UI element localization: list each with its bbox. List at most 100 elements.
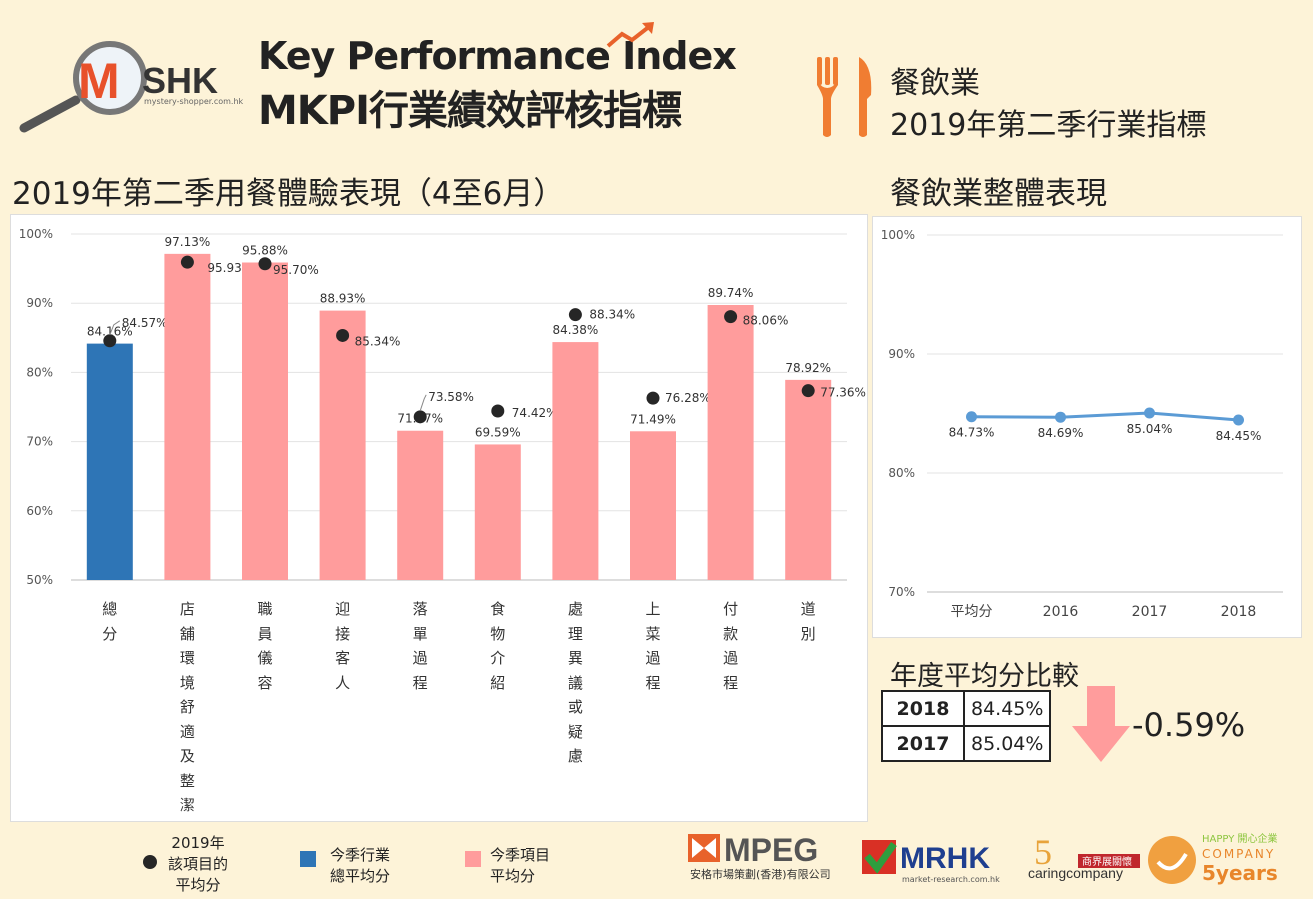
y-tick-label: 50% (26, 573, 53, 587)
x-category-label: 落單過程 (412, 600, 428, 692)
svg-text:caringcompany: caringcompany (1028, 865, 1123, 881)
point-value-label: 85.04% (1127, 422, 1173, 436)
diff-value: -0.59% (1132, 706, 1246, 744)
main-chart-title: 2019年第二季用餐體驗表現（4至6月） (12, 176, 565, 212)
avg-dot (568, 308, 582, 322)
kpi-title-en: Key Performance Index (258, 34, 737, 78)
mrhk-logo: MRHK market-research.com.hk (862, 840, 1000, 884)
x-category-label: 職員儀容 (257, 600, 273, 692)
y-tick-label: 60% (26, 504, 53, 518)
sponsor-logos: MPEG 安格市場策劃(香港)有限公司 MRHK market-research… (688, 832, 1278, 885)
leader-line (419, 394, 427, 411)
svg-text:mystery-shopper.com.hk: mystery-shopper.com.hk (144, 97, 244, 106)
legend-blue-swatch (300, 851, 316, 867)
bar-value-label: 97.13% (165, 235, 211, 249)
arrow-down-icon (1072, 686, 1130, 762)
dot-value-label: 85.34% (355, 334, 401, 348)
bar (552, 342, 599, 580)
svg-text:商界展關懷: 商界展關懷 (1082, 855, 1132, 868)
legend-pink-swatch (465, 851, 481, 867)
value-cell: 85.04% (962, 725, 1052, 762)
bar (707, 304, 754, 580)
industry-period: 2019年第二季行業指標 (890, 108, 1207, 143)
bar-value-label: 84.16% (87, 325, 133, 339)
y-tick-label: 100% (881, 228, 915, 242)
y-tick-label: 90% (888, 347, 915, 361)
x-category-label: 食物介紹 (490, 600, 506, 692)
x-category-label: 2018 (1221, 604, 1257, 620)
x-category-label: 2017 (1132, 604, 1168, 620)
y-tick-label: 80% (26, 365, 53, 379)
legend-pink-label: 今季項目 平均分 (490, 846, 551, 885)
fork-knife-icon (817, 57, 872, 137)
x-category-label: 總分 (102, 600, 118, 643)
bar (242, 262, 288, 580)
x-category-label: 店舖環境舒適及整潔 (179, 600, 195, 814)
trend-up-icon (606, 22, 654, 48)
legend-blue-label: 今季行業 總平均分 (330, 846, 391, 885)
mpeg-logo: MPEG 安格市場策劃(香港)有限公司 (688, 832, 831, 881)
year-cell: 2017 (881, 725, 965, 762)
y-tick-label: 70% (26, 435, 53, 449)
svg-text:MRHK: MRHK (900, 842, 990, 875)
line-point (1233, 414, 1244, 426)
x-category-label: 平均分 (951, 604, 993, 620)
x-category-label: 迎接客人 (335, 600, 351, 692)
svg-text:market-research.com.hk: market-research.com.hk (902, 875, 1000, 884)
avg-dot (413, 410, 427, 424)
y-tick-label: 100% (19, 227, 53, 241)
yearly-compare-title: 年度平均分比較 (890, 661, 1079, 692)
y-tick-label: 70% (888, 585, 915, 599)
happy-company-logo: HAPPY 開心企業 COMPANY 5years (1148, 832, 1278, 885)
bar-value-label: 69.59% (475, 425, 521, 439)
side-chart-panel: 70% 80% 90% 100% 84.73% 平均分 84.69% 2016 85.04% 20… (872, 216, 1302, 638)
avg-dot (103, 334, 117, 348)
svg-text:M: M (78, 53, 120, 109)
yearly-compare-table: 2018 84.45% 2017 85.04% (881, 690, 1052, 762)
dot-value-label: 76.28% (665, 391, 711, 405)
svg-text:5years: 5years (1202, 861, 1278, 885)
bar-value-label: 84.38% (553, 323, 599, 337)
series-line (971, 411, 1239, 422)
svg-text:安格市場策劃(香港)有限公司: 安格市場策劃(香港)有限公司 (690, 867, 831, 881)
industry-name: 餐飲業 (890, 66, 980, 101)
line-point (1144, 407, 1155, 419)
dot-value-label: 95.70% (273, 263, 319, 277)
bar-value-label: 95.88% (242, 244, 288, 258)
line-point (966, 411, 977, 423)
legend-dot-marker (143, 855, 157, 869)
avg-dot (258, 257, 272, 271)
avg-dot (724, 310, 738, 324)
table-row: 2017 85.04% (881, 725, 1052, 762)
avg-dot (801, 384, 815, 398)
point-value-label: 84.45% (1216, 429, 1262, 443)
value-cell: 84.45% (962, 690, 1052, 727)
x-category-label: 上菜過程 (645, 600, 661, 692)
bar (474, 444, 521, 580)
kpi-title-zh: MKPI行業績效評核指標 (258, 88, 682, 134)
bar-chart: 50% 60% 70% 80% 90% 100% 84.16%84.57% 97.13% 95.… (19, 227, 866, 587)
dot-value-label: 95.93% (207, 261, 253, 275)
bar (319, 310, 366, 580)
line-point (1055, 411, 1066, 423)
point-value-label: 84.73% (949, 426, 995, 440)
dot-value-label: 77.36% (820, 386, 866, 400)
year-cell: 2018 (881, 690, 965, 727)
bar (164, 253, 211, 580)
mshk-logo: M SHK mystery-shopper.com.hk (19, 41, 244, 133)
dot-value-label: 88.34% (589, 308, 635, 322)
dot-value-label: 73.58% (428, 390, 474, 404)
table-row: 2018 84.45% (881, 690, 1052, 727)
svg-text:HAPPY 開心企業: HAPPY 開心企業 (1202, 832, 1278, 845)
x-category-label: 2016 (1043, 604, 1079, 620)
bar (86, 343, 133, 580)
svg-text:COMPANY: COMPANY (1202, 847, 1275, 861)
x-category-label: 處理異議或疑慮 (567, 600, 583, 765)
avg-dot (336, 328, 350, 342)
leader-line (109, 320, 121, 335)
svg-text:5: 5 (1034, 832, 1052, 872)
svg-text:SHK: SHK (142, 60, 218, 101)
legend-dot-label: 2019年 該項目的 平均分 (168, 834, 229, 894)
avg-dot (491, 404, 505, 418)
bar (397, 430, 444, 580)
